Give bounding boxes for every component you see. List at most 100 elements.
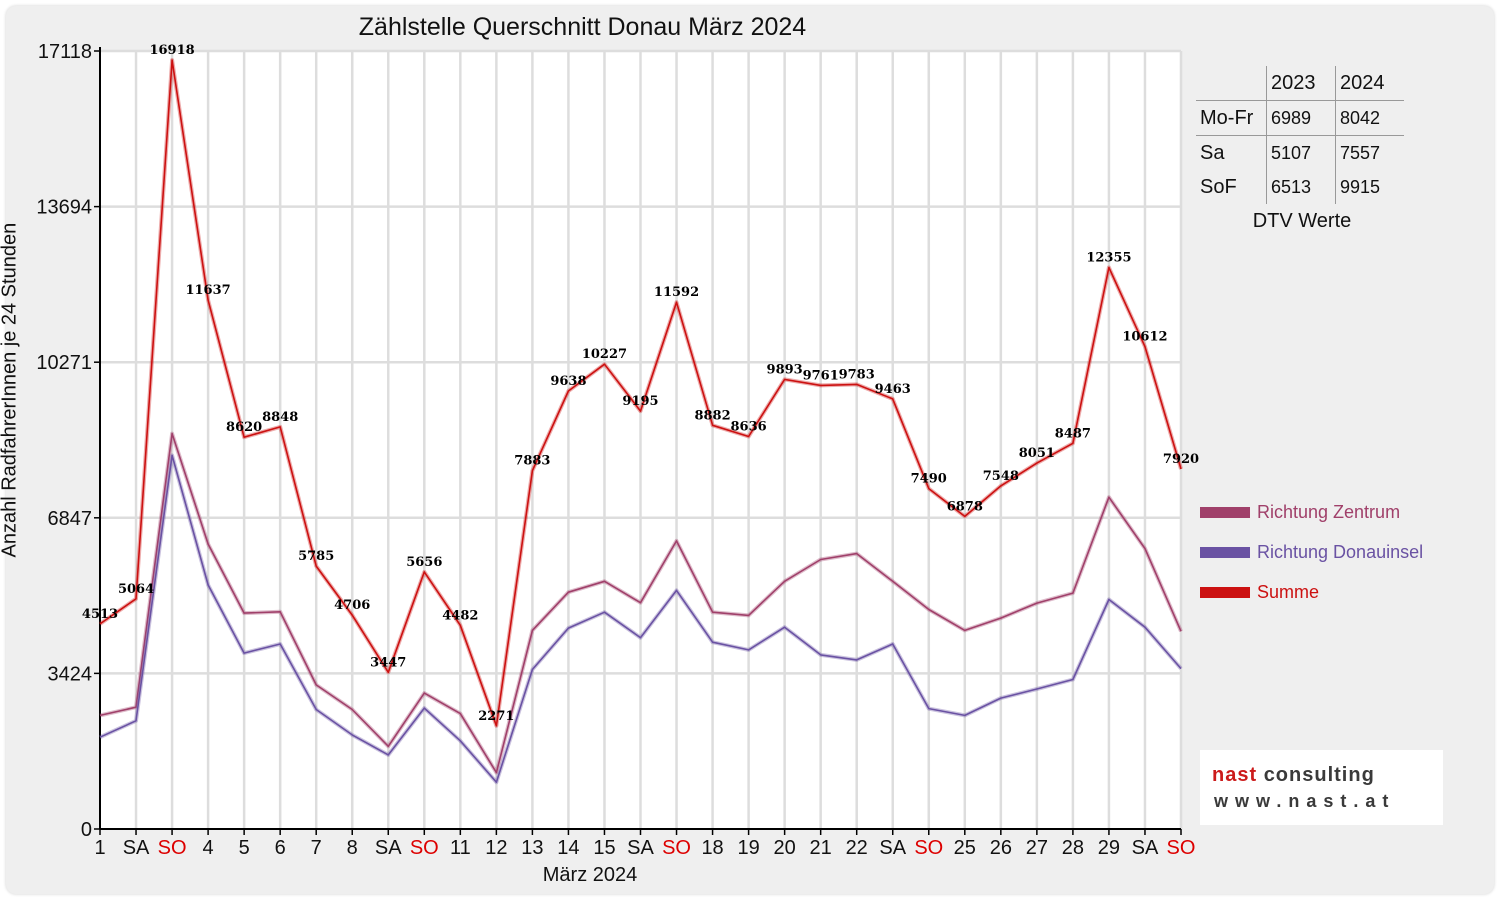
x-tick-label: 7 — [311, 837, 322, 859]
chart-title: Zählstelle Querschnitt Donau März 2024 — [358, 13, 807, 41]
dtv-header-row: 2023 2024 — [1196, 66, 1404, 101]
data-label: 5656 — [406, 555, 442, 570]
y-tick-label: 0 — [81, 819, 92, 841]
y-tick-label: 3424 — [48, 663, 93, 685]
x-tick-label: SO — [410, 837, 439, 859]
dtv-cell: 9915 — [1335, 170, 1404, 204]
data-label: 7548 — [983, 469, 1019, 484]
y-tick-label: 10271 — [36, 352, 92, 374]
logo-text-consulting: consulting — [1263, 764, 1375, 786]
x-tick-label: 14 — [557, 837, 579, 859]
data-label: 16918 — [149, 43, 194, 58]
data-label: 9783 — [839, 367, 875, 382]
legend: Richtung Zentrum Richtung Donauinsel Sum… — [1200, 492, 1423, 612]
dtv-row: SoF 6513 9915 — [1196, 170, 1404, 204]
x-tick-label: 27 — [1026, 837, 1048, 859]
data-label: 6878 — [947, 499, 983, 514]
legend-swatch — [1200, 586, 1250, 598]
legend-label: Summe — [1257, 581, 1320, 602]
data-label: 11637 — [185, 283, 230, 298]
x-tick-label: 20 — [774, 837, 796, 859]
x-tick-label: SO — [662, 837, 691, 859]
legend-item-zentrum: Richtung Zentrum — [1200, 492, 1423, 532]
dtv-caption: DTV Werte — [1252, 210, 1352, 232]
x-tick-label: 22 — [846, 837, 868, 859]
data-label: 10612 — [1122, 330, 1167, 345]
x-tick-label: 25 — [954, 837, 976, 859]
data-label: 8882 — [694, 408, 730, 423]
x-tick-label: 4 — [203, 837, 214, 859]
x-tick-label: SA — [123, 837, 150, 859]
series-line — [99, 59, 1182, 727]
data-label: 7920 — [1163, 452, 1199, 467]
dtv-cell: 8042 — [1335, 100, 1404, 136]
data-label: 5785 — [298, 549, 334, 564]
legend-label: Richtung Zentrum — [1257, 501, 1401, 522]
data-label: 2271 — [478, 709, 514, 724]
x-tick-label: SO — [914, 837, 943, 859]
data-label: 12355 — [1086, 250, 1131, 265]
legend-item-donauinsel: Richtung Donauinsel — [1200, 532, 1423, 572]
x-tick-label: 11 — [450, 837, 471, 859]
dtv-row-label: Mo-Fr — [1196, 100, 1267, 136]
x-tick-label: SA — [627, 837, 654, 859]
data-label: 9761 — [803, 368, 839, 383]
dtv-row: Sa 5107 7557 — [1196, 135, 1404, 170]
x-tick-label: 19 — [737, 837, 759, 859]
x-tick-label: SO — [1167, 837, 1196, 859]
dtv-row-label: Sa — [1200, 141, 1225, 164]
data-label: 8487 — [1055, 426, 1091, 441]
data-label: 7883 — [514, 454, 550, 469]
x-axis-label: März 2024 — [542, 864, 638, 886]
x-tick-label: 15 — [593, 837, 615, 859]
dtv-cell: 5107 — [1266, 135, 1336, 170]
dtv-header-2023: 2023 — [1266, 66, 1336, 101]
x-tick-label: 8 — [347, 837, 358, 859]
x-tick-label: 28 — [1062, 837, 1084, 859]
data-label: 9893 — [767, 362, 803, 377]
dtv-header-2024: 2024 — [1335, 66, 1404, 101]
x-tick-label: 26 — [990, 837, 1012, 859]
legend-swatch — [1200, 506, 1250, 518]
x-tick-label: SA — [375, 837, 402, 859]
data-label: 9195 — [622, 394, 658, 409]
y-tick-label: 6847 — [48, 508, 93, 530]
data-label: 8636 — [731, 420, 767, 435]
data-label: 9463 — [875, 382, 911, 397]
data-label: 11592 — [654, 285, 699, 300]
x-tick-label: 1 — [94, 837, 105, 859]
x-tick-label: 6 — [275, 837, 286, 859]
data-label: 8051 — [1019, 446, 1055, 461]
x-tick-label: 21 — [810, 837, 832, 859]
dtv-header-empty — [1196, 66, 1267, 101]
dtv-cell: 7557 — [1335, 135, 1404, 170]
data-label: 4513 — [82, 607, 118, 622]
y-tick-label: 13694 — [36, 197, 92, 219]
data-label: 3447 — [370, 655, 406, 670]
x-tick-label: SA — [1132, 837, 1159, 859]
x-tick-label: SA — [879, 837, 906, 859]
logo-wordmark: nast consulting — [1212, 764, 1375, 787]
dtv-row-label: SoF — [1200, 175, 1237, 198]
data-label: 7490 — [911, 472, 947, 487]
data-label: 9638 — [550, 374, 586, 389]
y-axis-label: Anzahl RadfahrerInnen je 24 Stunden — [0, 222, 21, 558]
data-label: 4482 — [442, 608, 478, 623]
dtv-cell: 6513 — [1266, 170, 1336, 204]
logo-url: www.nast.at — [1214, 791, 1396, 811]
x-tick-label: 13 — [521, 837, 543, 859]
x-tick-label: 12 — [485, 837, 507, 859]
dtv-row: Mo-Fr 6989 8042 — [1196, 100, 1404, 136]
x-tick-label: 29 — [1098, 837, 1120, 859]
legend-label: Richtung Donauinsel — [1257, 541, 1424, 562]
dtv-table: 2023 2024 Mo-Fr 6989 8042 Sa 5107 7557 S… — [1196, 66, 1404, 204]
logo-text-nast: nast — [1212, 764, 1258, 786]
series-line — [99, 432, 1182, 774]
data-label: 10227 — [582, 347, 627, 362]
data-label: 8848 — [262, 410, 298, 425]
x-tick-label: 5 — [239, 837, 250, 859]
x-tick-label: SO — [158, 837, 187, 859]
company-logo: nast consulting www.nast.at — [1200, 750, 1443, 825]
data-label: 5064 — [118, 582, 154, 597]
